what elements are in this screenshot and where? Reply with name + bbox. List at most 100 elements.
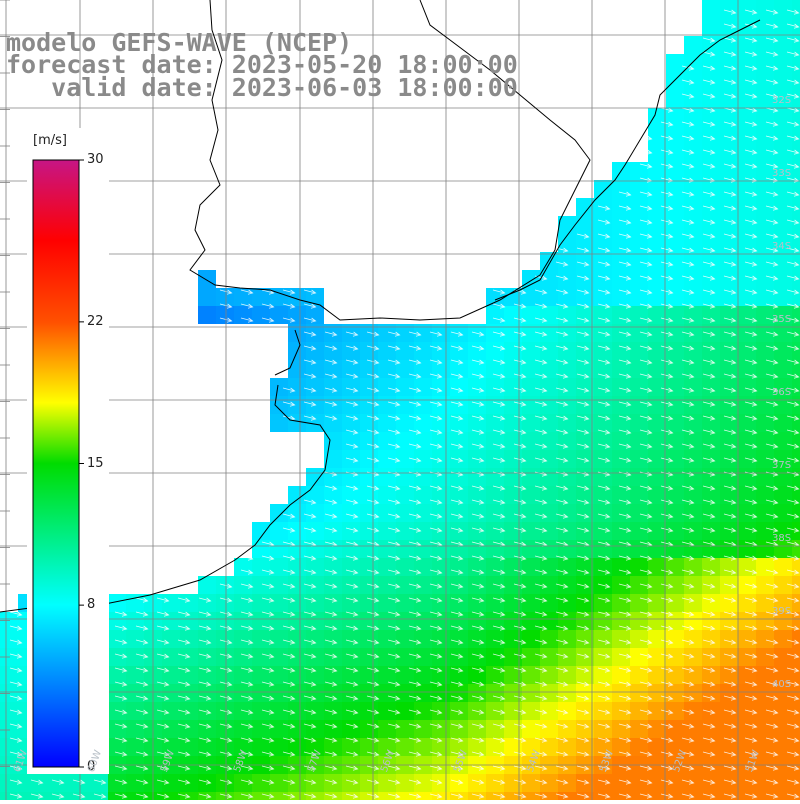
field-cell-1047 xyxy=(468,738,486,756)
field-cell-606 xyxy=(414,558,432,576)
wind-arrow-706 xyxy=(513,597,527,603)
field-cell-1009 xyxy=(594,720,612,738)
wind-arrow-1082 xyxy=(429,737,443,743)
wind-arrow-1048 xyxy=(513,723,527,729)
wind-arrow-1208 xyxy=(681,779,695,785)
field-cell-426 xyxy=(432,450,450,468)
field-cell-249 xyxy=(360,342,378,360)
wind-arrow-174 xyxy=(681,289,695,295)
wind-arrow-16 xyxy=(765,51,779,57)
field-cell-104 xyxy=(774,198,792,216)
field-cell-341 xyxy=(414,396,432,414)
field-cell-706 xyxy=(0,612,18,630)
field-cell-176 xyxy=(540,288,558,306)
wind-arrow-110 xyxy=(786,219,800,225)
field-cell-1055 xyxy=(612,738,630,756)
wind-arrow-138 xyxy=(639,261,653,267)
wind-arrow-429 xyxy=(639,443,653,449)
wind-arrow-854 xyxy=(429,653,443,659)
field-cell-1003 xyxy=(486,720,504,738)
field-cell-879 xyxy=(684,666,702,684)
field-cell-194 xyxy=(252,306,270,324)
wind-arrow-736 xyxy=(345,611,359,617)
wind-arrow-808 xyxy=(261,639,275,645)
wind-arrow-770 xyxy=(261,625,275,631)
wind-arrow-612 xyxy=(387,555,401,561)
wind-arrow-119 xyxy=(744,233,758,239)
field-cell-791 xyxy=(720,630,738,648)
wind-arrow-1147 xyxy=(198,765,212,771)
wind-arrow-269 xyxy=(786,345,800,351)
field-cell-622 xyxy=(702,558,720,576)
field-cell-672 xyxy=(198,594,216,612)
field-cell-751 xyxy=(0,630,18,648)
field-cell-559 xyxy=(702,522,720,540)
wind-arrow-350 xyxy=(429,401,443,407)
field-cell-184 xyxy=(684,288,702,306)
field-cell-901 xyxy=(270,684,288,702)
field-cell-1033 xyxy=(216,738,234,756)
wind-arrow-850 xyxy=(345,653,359,659)
wind-arrow-433 xyxy=(723,443,737,449)
wind-arrow-1123 xyxy=(492,751,506,757)
field-cell-459 xyxy=(522,468,540,486)
field-cell-187 xyxy=(738,288,756,306)
wind-arrow-251 xyxy=(408,345,422,351)
field-cell-750 xyxy=(792,612,800,630)
field-cell-758 xyxy=(126,630,144,648)
field-cell-37 xyxy=(702,90,720,108)
field-cell-1013 xyxy=(666,720,684,738)
field-cell-564 xyxy=(792,522,800,540)
field-cell-1006 xyxy=(540,720,558,738)
wind-arrow-1158 xyxy=(429,765,443,771)
wind-arrow-1058 xyxy=(723,723,737,729)
wind-arrow-941 xyxy=(660,681,674,687)
wind-arrow-1100 xyxy=(9,751,23,757)
wind-arrow-860 xyxy=(555,653,569,659)
wind-arrow-742 xyxy=(471,611,485,617)
field-cell-520 xyxy=(558,504,576,522)
field-cell-1131 xyxy=(360,774,378,792)
field-cell-466 xyxy=(648,468,666,486)
wind-arrow-158 xyxy=(786,275,800,281)
wind-arrow-1109 xyxy=(198,751,212,757)
field-cell-601 xyxy=(324,558,342,576)
field-cell-581 xyxy=(540,540,558,558)
wind-arrow-323 xyxy=(387,387,401,393)
field-cell-612 xyxy=(522,558,540,576)
wind-arrow-1209 xyxy=(702,779,716,785)
wind-arrow-133 xyxy=(786,247,800,253)
wind-arrow-314 xyxy=(723,373,737,379)
field-cell-783 xyxy=(576,630,594,648)
field-cell-247 xyxy=(324,342,342,360)
field-cell-418 xyxy=(774,432,792,450)
field-cell-75 xyxy=(702,162,720,180)
field-cell-649 xyxy=(576,576,594,594)
wind-arrow-576 xyxy=(744,527,758,533)
wind-arrow-1114 xyxy=(303,751,317,757)
field-cell-985 xyxy=(162,720,180,738)
field-cell-1191 xyxy=(630,792,648,804)
field-cell-140 xyxy=(648,252,666,270)
wind-arrow-1049 xyxy=(534,723,548,729)
wind-arrow-437 xyxy=(345,457,359,463)
field-cell-369 xyxy=(378,414,396,432)
field-cell-517 xyxy=(504,504,522,522)
wind-arrow-884 xyxy=(261,667,275,673)
wind-arrow-1097 xyxy=(744,737,758,743)
field-cell-445 xyxy=(774,450,792,468)
wind-arrow-140 xyxy=(681,261,695,267)
field-cell-397 xyxy=(396,432,414,450)
field-cell-701 xyxy=(720,594,738,612)
field-cell-501 xyxy=(756,486,774,504)
wind-arrow-1029 xyxy=(114,723,128,729)
field-cell-291 xyxy=(594,360,612,378)
field-cell-153 xyxy=(576,270,594,288)
field-cell-611 xyxy=(504,558,522,576)
wind-arrow-93 xyxy=(639,205,653,211)
wind-arrow-743 xyxy=(492,611,506,617)
field-cell-287 xyxy=(522,360,540,378)
field-cell-83 xyxy=(630,180,648,198)
field-cell-719 xyxy=(234,612,252,630)
wind-arrow-28 xyxy=(765,79,779,85)
